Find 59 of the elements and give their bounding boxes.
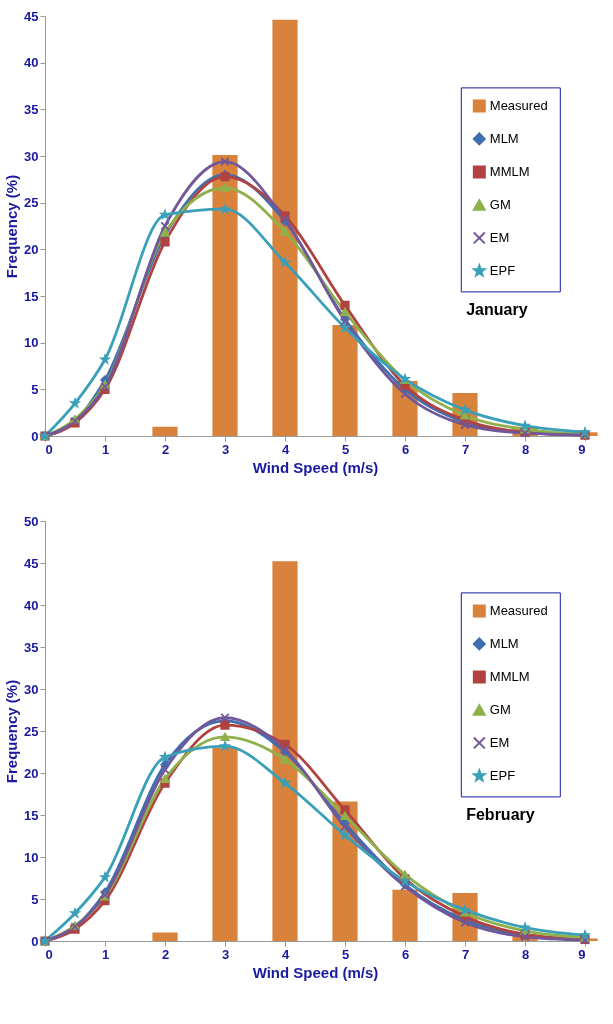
legend-label: EM (489, 229, 510, 245)
x-tick-label: 3 (221, 441, 230, 457)
annotation: January (466, 301, 528, 318)
x-tick-label: 6 (401, 441, 410, 457)
legend-label: MLM (489, 635, 519, 651)
x-tick-label: 2 (161, 946, 170, 962)
x-tick-label: 1 (101, 441, 110, 457)
x-tick-label: 4 (281, 946, 290, 962)
y-tick-label: 45 (24, 555, 39, 571)
x-axis-title: Wind Speed (m/s) (252, 963, 379, 981)
annotation: February (466, 806, 535, 823)
y-tick-label: 30 (24, 681, 39, 697)
y-tick-label: 50 (24, 513, 39, 529)
y-tick-label: 0 (31, 428, 39, 444)
x-tick-label: 7 (461, 441, 470, 457)
y-tick-label: 40 (24, 55, 39, 71)
x-tick-label: 5 (341, 441, 350, 457)
x-tick-label: 4 (281, 441, 290, 457)
x-tick-label: 6 (401, 946, 410, 962)
legend-label: EPF (489, 262, 516, 278)
y-tick-label: 15 (24, 807, 39, 823)
y-tick-label: 15 (24, 288, 39, 304)
y-tick-label: 20 (24, 765, 39, 781)
y-tick-label: 5 (31, 891, 39, 907)
legend-label: MMLM (489, 163, 530, 179)
y-tick-label: 35 (24, 101, 39, 117)
y-tick-label: 5 (31, 381, 39, 397)
legend-label: MLM (489, 130, 519, 146)
legend-label: MMLM (489, 668, 530, 684)
y-tick-label: 35 (24, 639, 39, 655)
x-tick-label: 7 (461, 946, 470, 962)
legend-label: GM (489, 701, 511, 717)
x-tick-label: 9 (578, 946, 586, 962)
y-tick-label: 10 (24, 849, 39, 865)
x-tick-label: 5 (341, 946, 350, 962)
y-tick-label: 25 (24, 723, 39, 739)
x-tick-label: 8 (521, 946, 530, 962)
legend-label: EM (489, 734, 510, 750)
y-tick-label: 45 (24, 8, 39, 24)
y-tick-label: 40 (24, 597, 39, 613)
x-tick-label: 9 (578, 441, 586, 457)
y-tick-label: 25 (24, 195, 39, 211)
legend-label: EPF (489, 767, 516, 783)
y-axis-title: Frequency (%) (3, 174, 21, 279)
legend-label: Measured (489, 602, 548, 618)
x-tick-label: 8 (521, 441, 530, 457)
x-axis-title: Wind Speed (m/s) (252, 458, 379, 476)
x-tick-label: 1 (101, 946, 110, 962)
legend-label: Measured (489, 97, 548, 113)
y-tick-label: 10 (24, 335, 39, 351)
x-tick-label: 2 (161, 441, 170, 457)
y-tick-label: 30 (24, 148, 39, 164)
legend-label: GM (489, 196, 511, 212)
x-tick-label: 0 (45, 946, 53, 962)
y-axis-title: Frequency (%) (3, 679, 21, 784)
y-tick-label: 0 (31, 933, 39, 949)
y-tick-label: 20 (24, 241, 39, 257)
x-tick-label: 3 (221, 946, 230, 962)
x-tick-label: 0 (45, 441, 53, 457)
